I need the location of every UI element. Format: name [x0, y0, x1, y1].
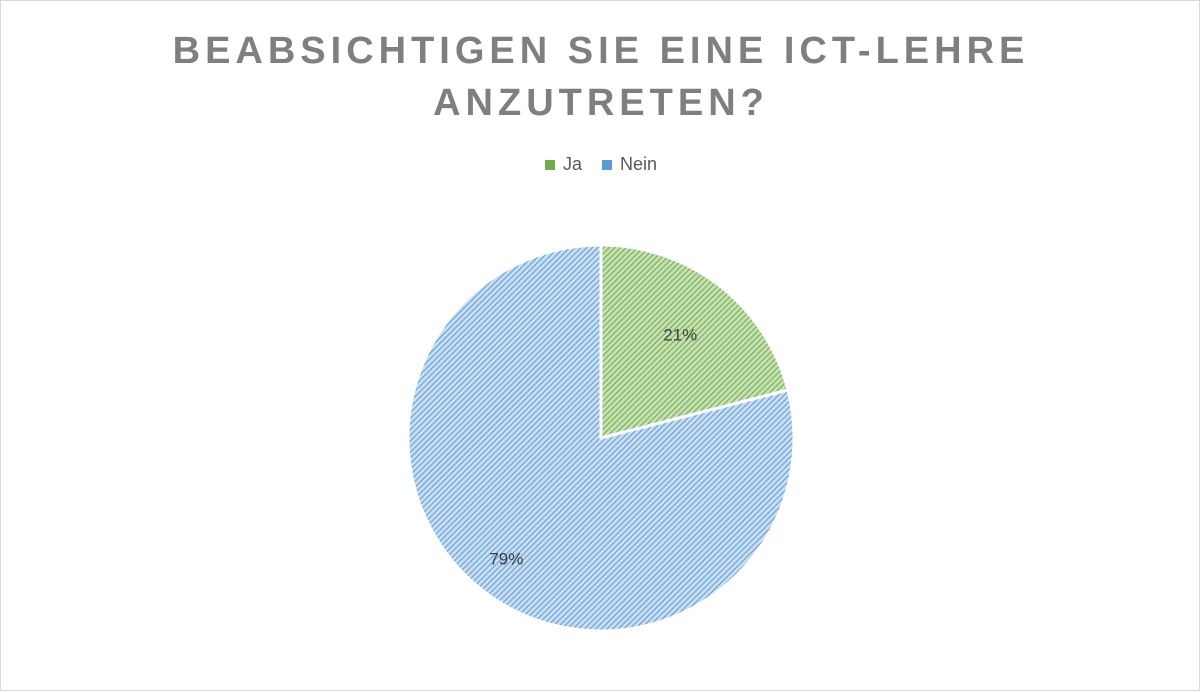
legend-item-nein: Nein — [601, 154, 658, 175]
chart-title-line-1: BEABSICHTIGEN SIE EINE ICT-LEHRE — [172, 30, 1030, 72]
chart-title-line-2: ANZUTRETEN? — [433, 82, 769, 124]
chart-legend: Ja Nein — [1, 154, 1200, 175]
pie-slice-nein — [406, 243, 796, 633]
data-label-ja: 21% — [663, 325, 697, 344]
pie-slice-ja — [599, 243, 790, 440]
legend-label-ja: Ja — [562, 154, 582, 174]
legend-swatch-ja — [544, 159, 555, 170]
legend-swatch-nein — [601, 159, 612, 170]
legend-label-nein: Nein — [619, 154, 658, 174]
chart-title: BEABSICHTIGEN SIE EINE ICT-LEHRE ANZUTRE… — [1, 25, 1200, 129]
legend-item-ja: Ja — [544, 154, 582, 175]
data-label-nein: 79% — [489, 549, 523, 568]
